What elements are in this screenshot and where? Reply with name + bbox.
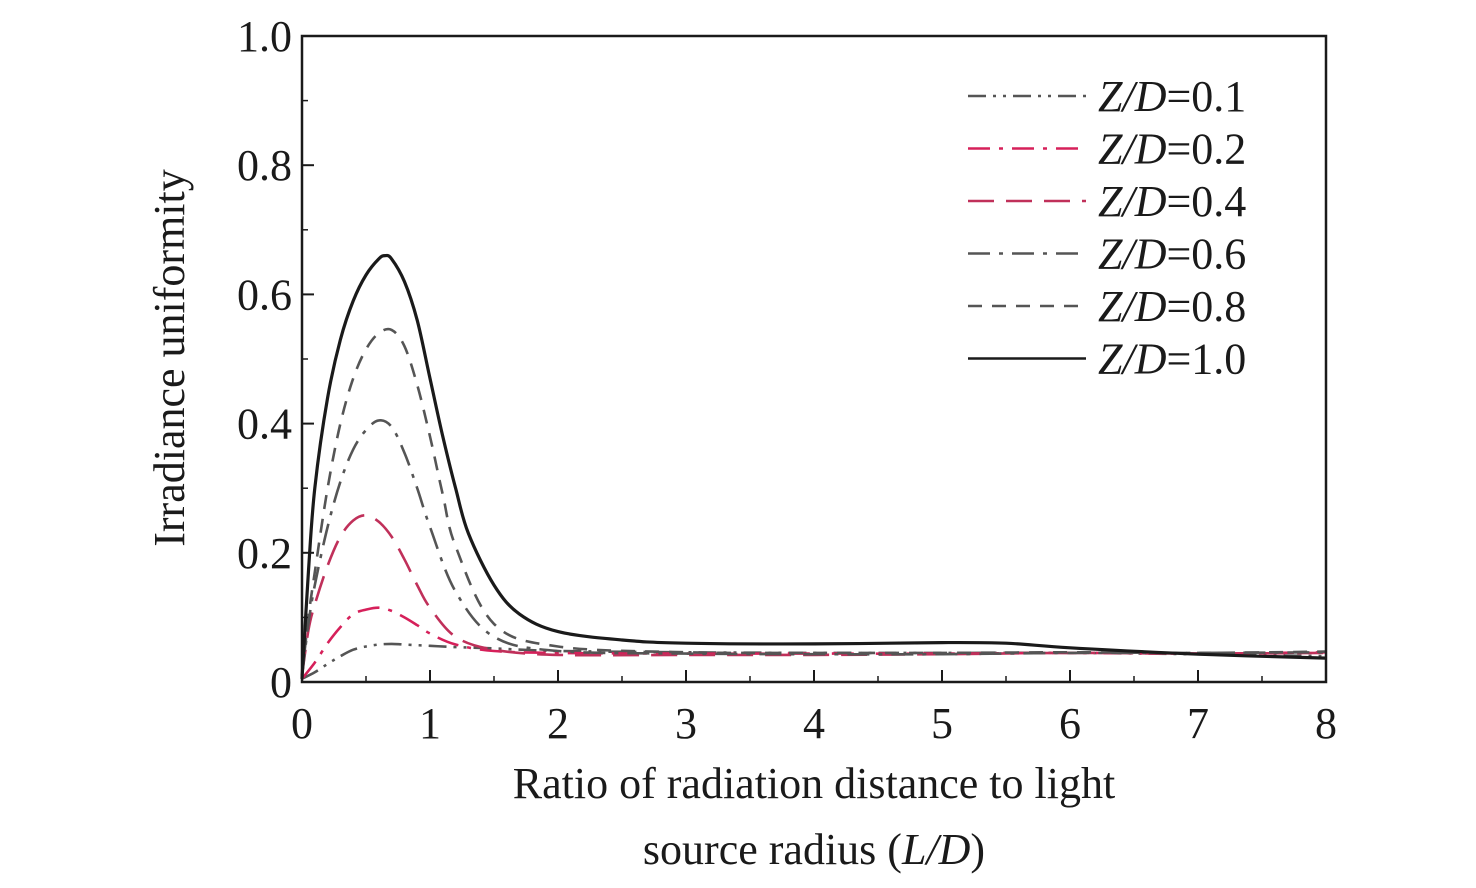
legend-value: =0.6 bbox=[1166, 230, 1246, 279]
series-line-5 bbox=[300, 327, 1327, 676]
x-axis-title-prefix: source radius ( bbox=[643, 825, 902, 874]
legend-label-1: Z/D=0.1 bbox=[1098, 72, 1246, 121]
series-line-4 bbox=[300, 418, 1327, 676]
x-axis-title-variable: L/D bbox=[901, 825, 971, 874]
legend: Z/D=0.1Z/D=0.2Z/D=0.4Z/D=0.6Z/D=0.8Z/D=1… bbox=[968, 72, 1246, 384]
x-axis-title-line-2: source radius (L/D) bbox=[643, 825, 985, 874]
legend-variable: Z/D bbox=[1098, 335, 1167, 384]
legend-variable: Z/D bbox=[1098, 125, 1167, 174]
x-tick-label: 1 bbox=[419, 699, 441, 748]
x-tick-label: 8 bbox=[1315, 699, 1337, 748]
x-axis-title-suffix: ) bbox=[970, 825, 985, 874]
legend-value: =1.0 bbox=[1166, 335, 1246, 384]
x-tick-label: 6 bbox=[1059, 699, 1081, 748]
legend-variable: Z/D bbox=[1098, 72, 1167, 121]
plot-area bbox=[300, 253, 1327, 680]
x-tick-label: 7 bbox=[1187, 699, 1209, 748]
legend-label-4: Z/D=0.6 bbox=[1098, 230, 1246, 279]
y-tick-label: 1.0 bbox=[237, 12, 292, 61]
y-tick-label: 0.2 bbox=[237, 529, 292, 578]
x-tick-label: 4 bbox=[803, 699, 825, 748]
x-tick-label: 2 bbox=[547, 699, 569, 748]
legend-value: =0.1 bbox=[1166, 72, 1246, 121]
axes: 0 1 2 3 4 5 6 7 8 0 0.2 0.4 0.6 0.8 1.0 bbox=[237, 12, 1337, 748]
y-tick-label: 0.8 bbox=[237, 141, 292, 190]
y-tick-label: 0.4 bbox=[237, 400, 292, 449]
x-axis-title-line-1: Ratio of radiation distance to light bbox=[513, 759, 1115, 808]
x-tick-label: 3 bbox=[675, 699, 697, 748]
legend-label-3: Z/D=0.4 bbox=[1098, 177, 1246, 226]
y-axis-title: Irradiance uniformity bbox=[145, 169, 194, 547]
legend-label-2: Z/D=0.2 bbox=[1098, 125, 1246, 174]
y-tick-label: 0.6 bbox=[237, 270, 292, 319]
series-line-6 bbox=[300, 253, 1327, 679]
x-tick-label: 5 bbox=[931, 699, 953, 748]
legend-value: =0.2 bbox=[1166, 125, 1246, 174]
series-line-3 bbox=[300, 513, 1327, 676]
legend-variable: Z/D bbox=[1098, 282, 1167, 331]
legend-variable: Z/D bbox=[1098, 177, 1167, 226]
legend-value: =0.4 bbox=[1166, 177, 1246, 226]
x-tick-label: 0 bbox=[291, 699, 313, 748]
legend-label-5: Z/D=0.8 bbox=[1098, 282, 1246, 331]
legend-label-6: Z/D=1.0 bbox=[1098, 335, 1246, 384]
legend-variable: Z/D bbox=[1098, 230, 1167, 279]
y-tick-label: 0 bbox=[270, 658, 292, 707]
legend-value: =0.8 bbox=[1166, 282, 1246, 331]
